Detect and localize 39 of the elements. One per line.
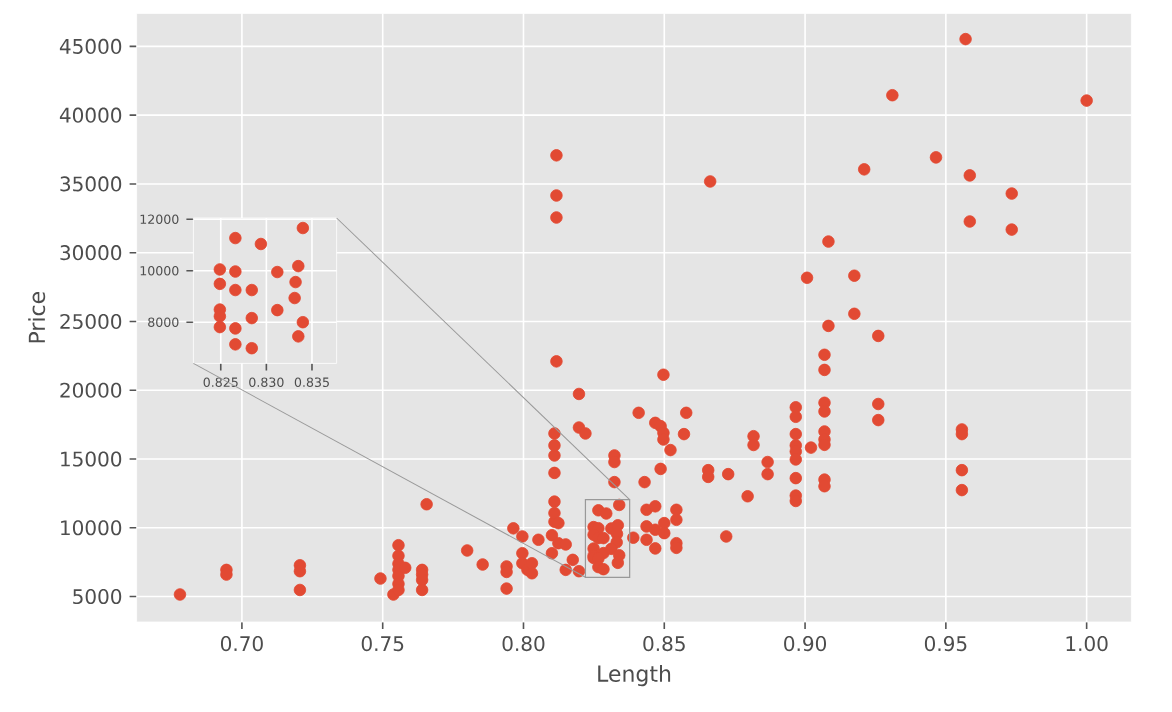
point: [245, 311, 258, 325]
point: [229, 265, 242, 278]
y-tick-label: 45000: [59, 38, 122, 54]
point: [292, 330, 305, 343]
point: [229, 322, 242, 335]
y-axis-title: Price: [28, 292, 46, 343]
point: [245, 342, 258, 355]
point: [229, 231, 242, 245]
point: [229, 338, 242, 351]
point: [213, 320, 227, 334]
point: [213, 263, 227, 276]
point: [254, 237, 268, 251]
point: [296, 316, 310, 329]
x-tick-label: 0.75: [361, 636, 404, 652]
point: [271, 265, 284, 279]
point: [229, 283, 242, 297]
point: [289, 275, 302, 289]
x-axis-title: Length: [598, 664, 671, 687]
y-tick-label: 5000: [73, 588, 122, 605]
x-tick-label: 1.00: [1066, 636, 1108, 652]
point: [288, 291, 301, 305]
point: [213, 277, 227, 291]
x-tick-label: 0.90: [784, 636, 827, 652]
point: [245, 283, 258, 297]
y-tick-label: 10000: [61, 520, 122, 536]
point: [296, 221, 310, 235]
x-tick-label: 0.85: [643, 636, 685, 652]
x-tick-label: 0.70: [220, 636, 263, 652]
x-tick-label: 0.80: [502, 636, 545, 652]
point: [292, 259, 305, 273]
point: [271, 303, 284, 317]
y-tick-label: 40000: [59, 107, 122, 123]
y-tick-label: 20000: [60, 382, 122, 398]
y-tick-label: 15000: [61, 451, 122, 467]
y-tick-label: 25000: [60, 313, 122, 330]
y-tick-label: 30000: [60, 245, 122, 261]
y-tick-label: 35000: [60, 176, 122, 192]
point: [213, 310, 227, 323]
x-tick-label: 0.95: [924, 636, 967, 652]
